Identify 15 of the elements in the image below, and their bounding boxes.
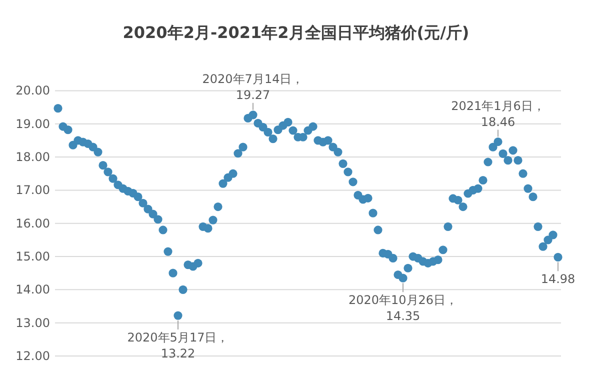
- y-tick-label: 19.00: [16, 116, 50, 131]
- annotation: 2020年10月26日， 14.35: [348, 293, 458, 324]
- annotation: 2021年1月6日， 18.46: [451, 98, 545, 129]
- annotation: 2020年7月14日， 19.27: [202, 72, 304, 102]
- chart-title: 2020年2月-2021年2月全国日平均猪价(元/斤): [122, 23, 470, 42]
- y-tick-label: 15.00: [16, 250, 50, 264]
- y-tick-label: 18.00: [16, 150, 50, 164]
- annotation: 2020年5月17日， 13.22: [127, 330, 229, 361]
- annotation: 14.98: [540, 272, 576, 286]
- y-tick-label: 13.00: [16, 316, 50, 330]
- y-tick-label: 16.00: [16, 216, 50, 230]
- y-tick-label: 20.00: [16, 84, 50, 98]
- y-tick-label: 14.00: [16, 282, 50, 297]
- y-tick-label: 12.00: [16, 349, 50, 363]
- y-tick-label: 17.00: [16, 183, 50, 198]
